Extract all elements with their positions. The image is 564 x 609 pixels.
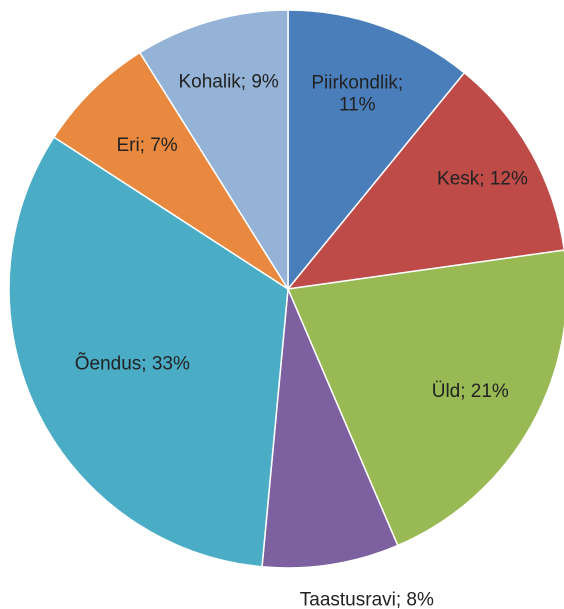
pie-slice [287, 9, 466, 292]
data-label: Üld; 21% [432, 381, 509, 402]
pie-slice [52, 51, 289, 290]
pie-slice [286, 71, 564, 291]
data-label: Kohalik; 9% [178, 72, 278, 93]
data-label: Kesk; 12% [437, 168, 528, 189]
pie-slice [261, 288, 399, 569]
data-label: Õendus; 33% [75, 352, 190, 374]
pie-slice [138, 9, 289, 292]
data-label: Eri; 7% [116, 135, 177, 156]
pie-slice [286, 249, 564, 547]
data-label: Piirkondlik; 11% [311, 73, 403, 116]
data-label: Taastusravi; 8% [300, 589, 434, 609]
